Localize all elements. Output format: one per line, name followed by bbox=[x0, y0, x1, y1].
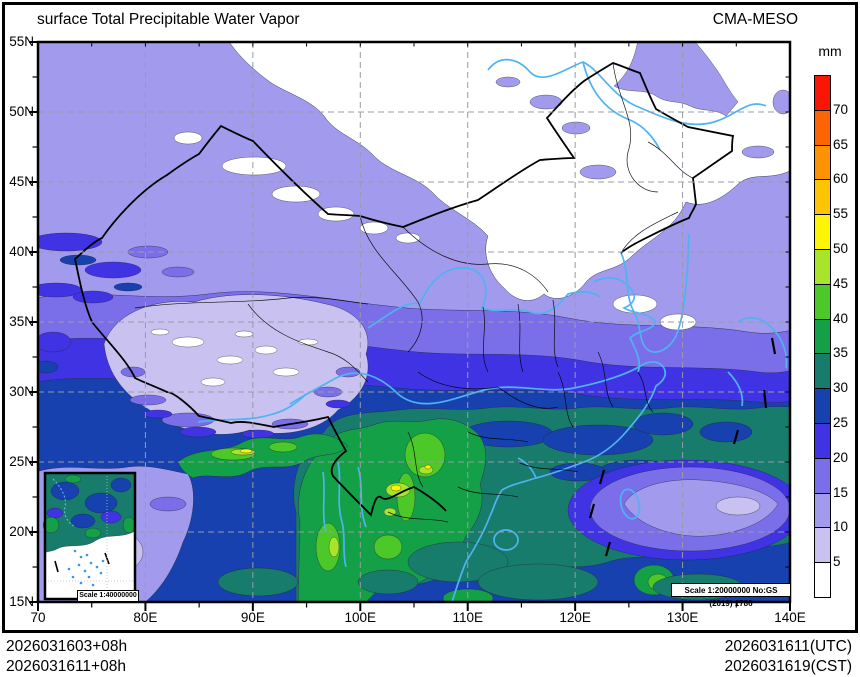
colorbar-label: 30 bbox=[833, 380, 849, 396]
lon-tick-label: 140E bbox=[774, 610, 806, 625]
lon-tick-label: 120E bbox=[559, 610, 591, 625]
colorbar-label: 25 bbox=[833, 415, 849, 430]
lat-tick-label: 55N bbox=[9, 34, 34, 49]
colorbar-label: 10 bbox=[833, 519, 849, 535]
colorbar-label: 65 bbox=[833, 136, 849, 152]
lon-tick-label: 100E bbox=[344, 610, 377, 625]
province-borders bbox=[134, 62, 694, 523]
colorbar-segment bbox=[814, 423, 831, 459]
chart-title: surface Total Precipitable Water Vapor bbox=[37, 11, 300, 28]
inset-islands bbox=[67, 549, 105, 587]
lat-tick-label: 45N bbox=[9, 174, 34, 189]
colorbar-segment bbox=[814, 388, 831, 424]
colorbar-segment bbox=[814, 179, 831, 216]
colorbar-segment bbox=[814, 144, 831, 181]
scale-box-inset: Scale 1:40000000 bbox=[77, 590, 139, 602]
colorbar-segment bbox=[814, 457, 831, 494]
colorbar-segment bbox=[814, 353, 831, 390]
lon-tick-label: 70 bbox=[30, 610, 46, 625]
colorbar-label: 40 bbox=[833, 310, 849, 326]
init-time-utc: 2026031603+08h bbox=[6, 638, 128, 655]
colorbar-segment bbox=[814, 318, 831, 355]
axis-ticks bbox=[29, 41, 791, 611]
precipitable-water-field bbox=[38, 42, 790, 602]
colorbar-unit: mm bbox=[818, 43, 842, 59]
colorbar-segment bbox=[814, 492, 831, 529]
boundary-dashes bbox=[588, 337, 777, 557]
colorbar-label: 20 bbox=[833, 449, 849, 465]
valid-time-utc: 2026031611(UTC) bbox=[724, 638, 852, 655]
colorbar-label: 15 bbox=[833, 484, 849, 500]
lat-tick-label: 15N bbox=[9, 594, 34, 609]
colorbar-label: 5 bbox=[833, 554, 841, 570]
colorbar-label: 55 bbox=[833, 206, 849, 222]
colorbar-label: 50 bbox=[833, 241, 849, 256]
gridlines bbox=[38, 42, 790, 602]
colorbar-segment bbox=[814, 283, 831, 320]
colorbar-segment bbox=[814, 527, 831, 564]
colorbar-segment bbox=[814, 562, 831, 598]
lat-tick-label: 50N bbox=[9, 104, 34, 119]
lat-tick-label: 20N bbox=[9, 524, 34, 539]
colorbar-label: 70 bbox=[833, 101, 849, 117]
lat-tick-label: 40N bbox=[9, 244, 34, 259]
inset-map-south-china-sea bbox=[42, 471, 137, 601]
valid-time-cst: 2026031619(CST) bbox=[724, 658, 852, 675]
lon-tick-label: 130E bbox=[666, 610, 699, 625]
lat-tick-label: 30N bbox=[9, 384, 34, 399]
model-name: CMA-MESO bbox=[712, 11, 798, 28]
init-time-cst: 2026031611+08h bbox=[6, 658, 126, 675]
rivers-coastlines bbox=[197, 58, 788, 602]
lon-tick-label: 90E bbox=[240, 610, 265, 625]
lat-tick-label: 35N bbox=[9, 314, 34, 329]
colorbar-segment bbox=[814, 75, 831, 111]
colorbar-label: 60 bbox=[833, 171, 849, 187]
colorbar-label: 45 bbox=[833, 275, 849, 291]
colorbar-label: 35 bbox=[833, 345, 849, 361]
colorbar-segment bbox=[814, 214, 831, 250]
colorbar-segment bbox=[814, 249, 831, 285]
national-border bbox=[74, 62, 735, 517]
colorbar-segment bbox=[814, 109, 831, 146]
lat-tick-label: 25N bbox=[9, 454, 34, 469]
scale-box-main: Scale 1:20000000 No:GS (2019) 1786 bbox=[671, 583, 791, 608]
lon-tick-label: 80E bbox=[133, 610, 158, 625]
lon-tick-label: 110E bbox=[452, 610, 483, 625]
